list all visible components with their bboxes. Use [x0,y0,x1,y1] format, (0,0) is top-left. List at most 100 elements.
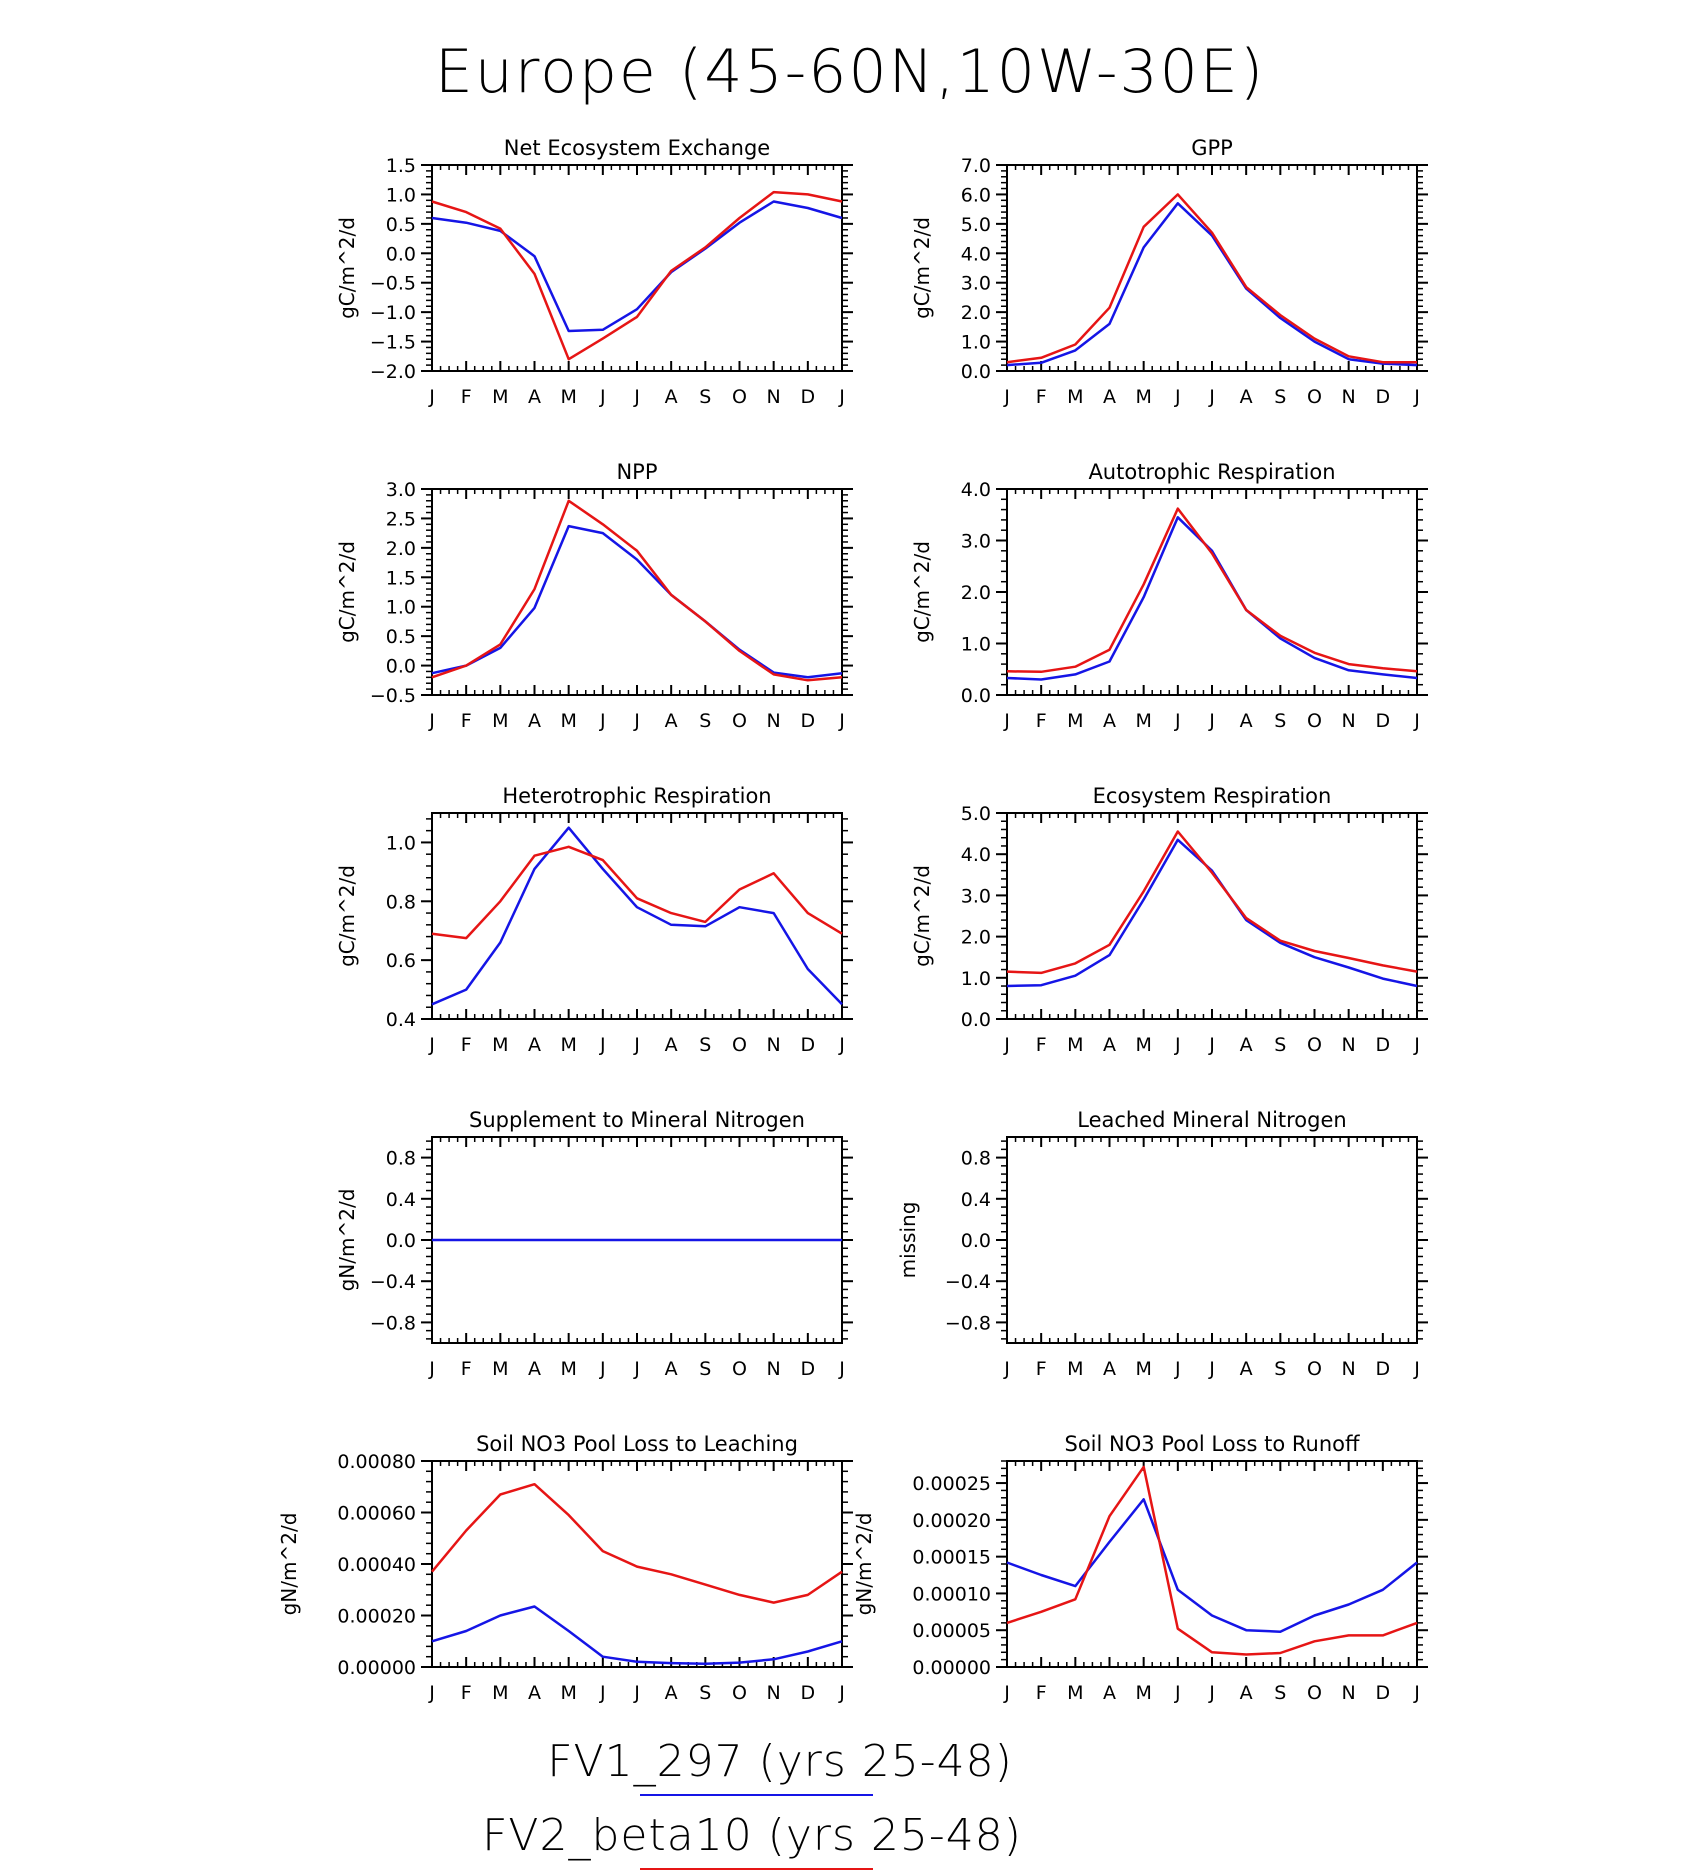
y-tick-label: 1.5 [386,567,416,589]
x-tick-label: N [1342,710,1356,732]
y-tick-label: 3.0 [961,531,991,553]
x-tick-label: M [560,1034,576,1056]
x-tick-label: M [560,386,576,408]
x-tick-label: M [1135,1034,1151,1056]
x-tick-label: A [1103,1682,1116,1704]
y-tick-label: 0.00025 [912,1473,991,1495]
y-tick-label: 4.0 [961,479,991,501]
panel-title: Leached Mineral Nitrogen [1077,1108,1346,1132]
x-tick-label: F [1036,1034,1047,1056]
x-tick-label: D [801,1682,816,1704]
x-tick-label: M [560,710,576,732]
x-tick-label: D [1376,386,1391,408]
y-tick-label: −0.4 [370,1271,416,1293]
x-tick-label: J [428,1034,435,1056]
x-tick-label: F [461,1034,472,1056]
y-axis-label: missing [896,1202,920,1279]
y-axis-label: gN/m^2/d [277,1513,301,1616]
y-axis-label: gC/m^2/d [335,865,359,967]
x-tick-label: A [665,1034,678,1056]
series-line-fv1 [431,200,843,333]
x-tick-label: J [838,1682,845,1704]
y-tick-label: 0.0 [961,361,991,383]
x-tick-label: M [1135,386,1151,408]
y-tick-label: 0.0 [961,1009,991,1031]
y-tick-label: 0.00020 [337,1606,416,1628]
x-tick-label: M [492,710,508,732]
panel-title: Heterotrophic Respiration [502,784,771,808]
x-tick-label: F [461,710,472,732]
x-tick-label: J [838,710,845,732]
series-line-fv1 [1006,1498,1418,1633]
x-tick-label: J [1208,1034,1215,1056]
y-tick-label: 0.00040 [337,1554,416,1576]
x-tick-label: O [1307,710,1322,732]
x-tick-label: A [528,1682,541,1704]
y-tick-label: 0.5 [386,626,416,648]
x-tick-label: A [1103,710,1116,732]
y-tick-label: 2.0 [961,302,991,324]
x-tick-label: J [599,1034,606,1056]
x-tick-label: O [1307,1358,1322,1380]
y-tick-label: −1.5 [370,332,416,354]
y-tick-label: −0.8 [945,1312,991,1334]
y-tick-label: 0.8 [386,1148,416,1170]
x-tick-label: F [1036,1358,1047,1380]
panel-title: Ecosystem Respiration [1093,784,1332,808]
x-tick-label: O [732,386,747,408]
x-tick-label: S [1274,1682,1286,1704]
x-tick-label: O [1307,386,1322,408]
y-tick-label: 2.0 [961,582,991,604]
x-tick-label: A [528,1358,541,1380]
y-tick-label: −0.5 [370,273,416,295]
legend-label-fv2: FV2_beta10 (yrs 25-48) [482,1810,1022,1861]
plot-frame [1006,164,1418,372]
y-tick-label: 3.0 [961,273,991,295]
x-tick-label: J [633,710,640,732]
x-tick-label: D [1376,1682,1391,1704]
x-tick-label: N [1342,1034,1356,1056]
y-axis-label: gC/m^2/d [910,865,934,967]
panel-title: NPP [616,460,657,484]
y-axis-label: gC/m^2/d [335,217,359,319]
x-tick-label: J [599,710,606,732]
panel-title: Autotrophic Respiration [1088,460,1335,484]
series-line-fv2 [431,1482,843,1604]
x-tick-label: J [1003,1358,1010,1380]
series-line-fv2 [431,845,843,940]
x-tick-label: J [1174,710,1181,732]
series-line-fv2 [1006,193,1417,364]
y-tick-label: 0.00000 [337,1657,416,1679]
series-line-fv1 [1006,838,1418,988]
x-tick-label: A [1103,1034,1116,1056]
x-tick-label: J [1208,710,1215,732]
x-tick-label: S [699,710,711,732]
x-tick-label: A [528,1034,541,1056]
panel-title: GPP [1191,136,1233,160]
x-tick-label: J [1208,1358,1215,1380]
x-tick-label: J [633,1358,640,1380]
x-tick-label: F [1036,710,1047,732]
y-tick-label: 0.00000 [912,1657,991,1679]
panel-title: Soil NO3 Pool Loss to Runoff [1065,1432,1361,1456]
y-tick-label: 1.0 [386,597,416,619]
x-tick-label: N [767,1358,781,1380]
x-tick-label: F [461,386,472,408]
y-tick-label: 7.0 [961,155,991,177]
y-tick-label: 1.0 [961,634,991,656]
x-tick-label: J [633,1034,640,1056]
x-tick-label: S [1274,1034,1286,1056]
y-tick-label: 0.4 [386,1009,416,1031]
x-tick-label: J [599,1358,606,1380]
x-tick-label: J [1174,1358,1181,1380]
x-tick-label: J [838,386,845,408]
x-tick-label: A [528,386,541,408]
x-tick-label: J [1174,1034,1181,1056]
x-tick-label: S [699,1034,711,1056]
y-tick-label: 4.0 [961,844,991,866]
